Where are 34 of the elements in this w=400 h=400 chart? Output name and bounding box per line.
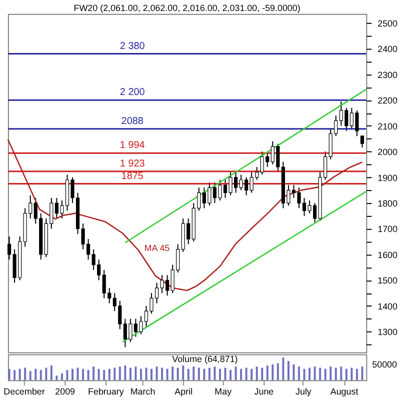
y-tick-label: 2300 (378, 70, 398, 80)
chart-title: Volume (64,871) (172, 354, 238, 364)
ref-line-label: 2 380 (120, 40, 146, 52)
ref-line-label: 2 200 (120, 87, 146, 98)
y-tick-label: 2100 (378, 121, 398, 132)
y-tick-label: 1700 (378, 224, 398, 234)
y-tick-label: 1800 (378, 198, 398, 209)
text: 50000 (372, 360, 398, 370)
x-tick-label: April (174, 386, 193, 397)
y-tick-label: 2400 (378, 44, 398, 54)
x-tick-label: July (296, 386, 312, 397)
x-tick-label: March (130, 386, 156, 397)
ref-line-label: 1 923 (120, 158, 146, 170)
y-tick-label: 1500 (378, 276, 398, 286)
x-tick-label: 2009 (55, 386, 76, 397)
line-series (7, 138, 363, 292)
y-tick-label: 1400 (378, 301, 398, 312)
x-tick-label: December (4, 386, 45, 397)
ref-line-label: 1875 (121, 170, 144, 182)
chart-title: FW20 (2,061.00, 2,062.00, 2,016.00, 2,031.00, -59.0000) (74, 2, 300, 13)
y-tick-label: 2200 (378, 96, 398, 106)
y-tick-label: 1900 (378, 172, 398, 183)
series-label: MA 45 (144, 243, 170, 254)
x-tick-label: May (214, 386, 232, 397)
x-tick-label: June (254, 386, 274, 397)
y-tick-label: 1600 (378, 250, 398, 260)
ref-line-label: 1 994 (120, 140, 146, 152)
y-tick-label: 1300 (378, 327, 398, 338)
y-tick-label: 2500 (378, 18, 398, 28)
ref-line-label: 2088 (121, 116, 144, 127)
y-tick-label: 2000 (378, 147, 398, 158)
x-tick-label: February (88, 386, 124, 397)
x-tick-label: August (330, 386, 359, 397)
candlestick (360, 135, 364, 148)
